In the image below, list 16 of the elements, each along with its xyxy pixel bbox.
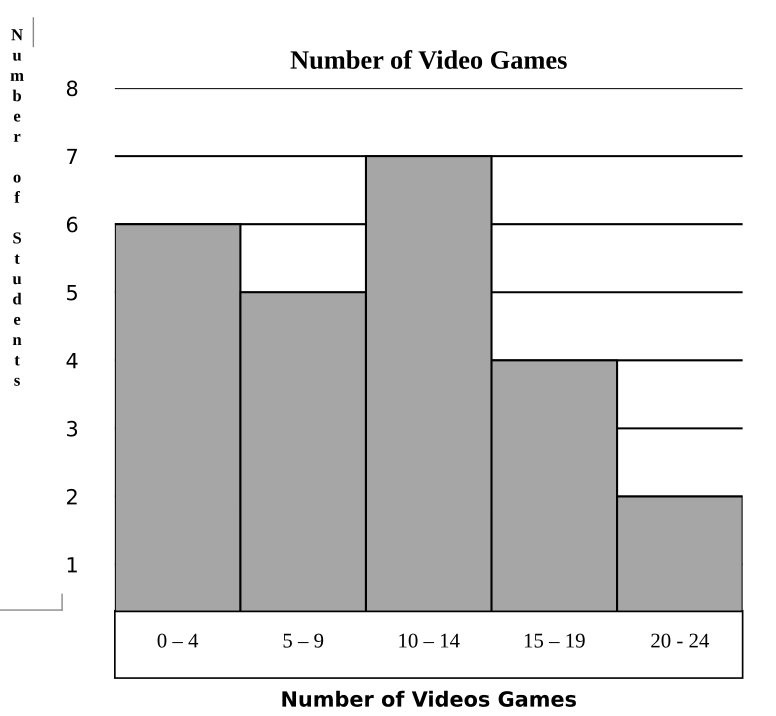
y-tick-label: 5	[67, 284, 77, 300]
y-tick-label: 1	[68, 557, 77, 572]
x-tick-label: 20 - 24	[651, 634, 710, 648]
x-tick-label: 0 – 4	[158, 634, 198, 648]
y-tick-label: 4	[66, 353, 78, 368]
x-axis-title: Number of Videos Games	[282, 690, 576, 707]
x-tick-label: 10 – 14	[399, 634, 460, 648]
y-tick-label: 6	[66, 216, 78, 232]
chart-title: Number of Video Games	[290, 50, 567, 70]
y-tick-label: 3	[67, 420, 78, 437]
y-tick-label: 2	[67, 488, 77, 504]
text: Number of Students	[10, 29, 24, 386]
y-tick-label: 8	[66, 80, 78, 96]
x-tick-label: 5 – 9	[284, 634, 324, 648]
y-tick-label: 7	[67, 148, 77, 164]
x-tick-label: 15 – 19	[524, 634, 585, 648]
